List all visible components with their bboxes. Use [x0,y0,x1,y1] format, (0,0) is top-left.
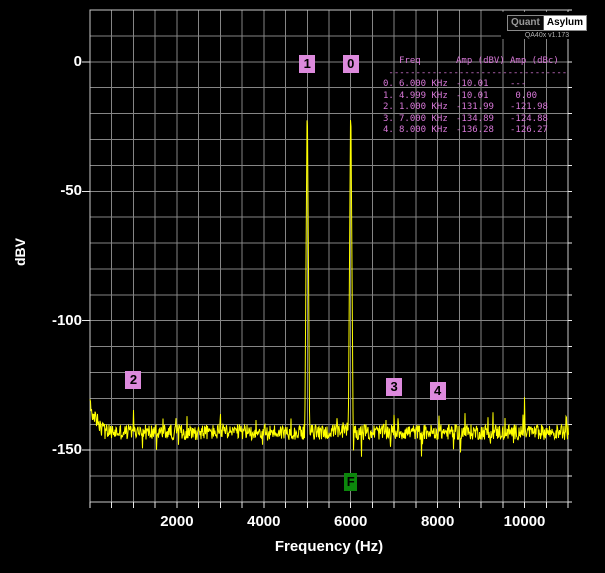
marker-table-row-cell-0: 4. [383,125,394,135]
x-tick-label: 2000 [160,513,194,530]
marker-table-header-cell-3: Amp (dBc) [510,56,559,66]
marker-table-header-cell-0 [383,56,399,68]
marker-table-row-cell-2: -134.89 [456,113,494,124]
marker-table-row: 4. 8.000 KHz -136.28 -126.27 [383,125,572,137]
marker-table: Freq Amp (dBV) Amp (dBc) -----------------… [383,56,572,137]
y-tick-label: -100 [51,311,82,329]
peak-marker-3[interactable]: 3 [386,378,403,397]
marker-table-row-cell-0: 1. [383,90,394,101]
brand-quant: Quant [507,16,544,30]
y-tick-label: -50 [60,182,82,200]
marker-table-row-cell-2: -10.01 [456,79,489,89]
marker-table-row: 2. 1.000 KHz -131.99 -121.98 [383,102,572,114]
peak-marker-0[interactable]: 0 [342,54,359,73]
peak-marker-4[interactable]: 4 [429,381,446,400]
marker-table-row-cell-1: 4.999 KHz [399,90,448,101]
fundamental-marker[interactable]: F [344,473,358,491]
spectrum-trace [89,120,569,457]
marker-table-row-cell-3: --- [510,79,527,89]
x-tick-label: 10000 [503,513,546,530]
marker-table-row-cell-3: 0.00 [510,90,538,101]
marker-table-row: 3. 7.000 KHz -134.89 -124.88 [383,114,572,126]
marker-table-row-cell-1: 1.000 KHz [399,102,448,112]
marker-table-row-cell-1: 8.000 KHz [399,125,448,135]
y-tick-label: 0 [73,52,82,70]
marker-table-row-cell-0: 3. [383,113,394,124]
marker-table-row-cell-3: -121.98 [510,102,548,112]
marker-table-row: 0. 6.000 KHz -10.01 --- [383,79,572,91]
marker-table-row-cell-0: 2. [383,102,394,112]
marker-table-row: 1. 4.999 KHz -10.01 0.00 [383,91,572,103]
peak-marker-1[interactable]: 1 [299,54,316,73]
marker-table-header: Freq Amp (dBV) Amp (dBc) [383,56,572,68]
marker-table-row-cell-3: -126.27 [510,125,548,135]
y-tick-label: -150 [51,441,82,459]
app-version: QA40x v1.173 [524,32,570,39]
marker-table-header-cell-1: Freq [399,56,421,66]
x-axis-title: Frequency (Hz) [274,538,384,555]
marker-table-separator: --------------------------------- [383,67,568,78]
marker-table-row-cell-2: -10.01 [456,90,489,101]
y-axis-title: dBV [12,238,28,266]
marker-table-row-cell-2: -131.99 [456,102,494,112]
marker-table-row-cell-1: 6.000 KHz [399,79,448,89]
marker-table-row-cell-2: -136.28 [456,125,494,135]
brand-asylum: Asylum [543,16,586,30]
peak-marker-2[interactable]: 2 [125,370,142,389]
marker-table-header-cell-2: Amp (dBV) [456,56,505,66]
quantasylum-logo: Quant Asylum QA40x v1.173 [501,12,593,39]
x-tick-label: 8000 [420,513,455,530]
marker-table-row-cell-3: -124.88 [510,113,548,124]
marker-table-row-cell-0: 0. [383,79,394,89]
marker-table-row-cell-1: 7.000 KHz [399,113,448,124]
x-tick-label: 6000 [334,513,368,530]
x-tick-label: 4000 [247,513,281,530]
brand-badge: Quant Asylum [506,15,587,31]
